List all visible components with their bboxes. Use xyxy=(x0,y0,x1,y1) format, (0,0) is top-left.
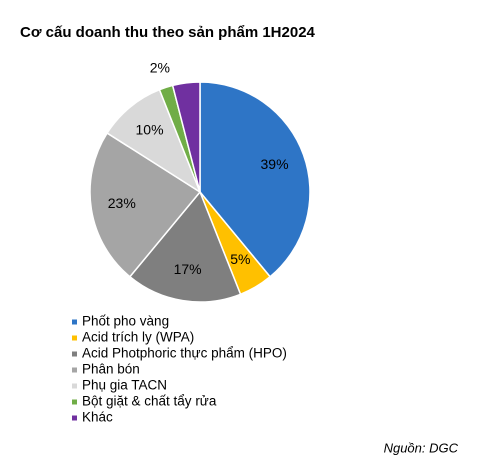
legend-label: Acid trích ly (WPA) xyxy=(82,330,194,345)
legend-marker xyxy=(72,383,77,389)
pie-slice xyxy=(171,81,201,193)
data-label: 2% xyxy=(150,59,170,75)
legend-marker xyxy=(72,415,77,421)
legend-label: Phân bón xyxy=(82,362,140,377)
legend-marker xyxy=(72,399,77,405)
pie-slice xyxy=(199,81,311,278)
data-label: 39% xyxy=(261,156,289,172)
legend-label: Bột giặt & chất tẩy rửa xyxy=(82,394,217,409)
legend-marker xyxy=(72,319,77,325)
chart-title: Cơ cấu doanh thu theo sản phẩm 1H2024 xyxy=(20,24,316,41)
pie-slice xyxy=(89,132,202,278)
legend-marker xyxy=(72,367,77,373)
legend-marker xyxy=(72,335,77,341)
pie-slice xyxy=(128,190,242,303)
legend-label: Khác xyxy=(82,410,113,425)
legend-label: Acid Photphoric thực phẩm (HPO) xyxy=(82,346,287,361)
data-label: 17% xyxy=(174,261,202,277)
legend-marker xyxy=(72,351,77,357)
data-label: 5% xyxy=(230,251,250,267)
legend-label: Phụ gia TACN xyxy=(82,378,167,393)
data-label: 10% xyxy=(136,122,164,138)
source: Nguồn: DGC xyxy=(384,440,459,455)
legend-label: Phốt pho vàng xyxy=(82,314,169,329)
data-label: 23% xyxy=(108,195,136,211)
